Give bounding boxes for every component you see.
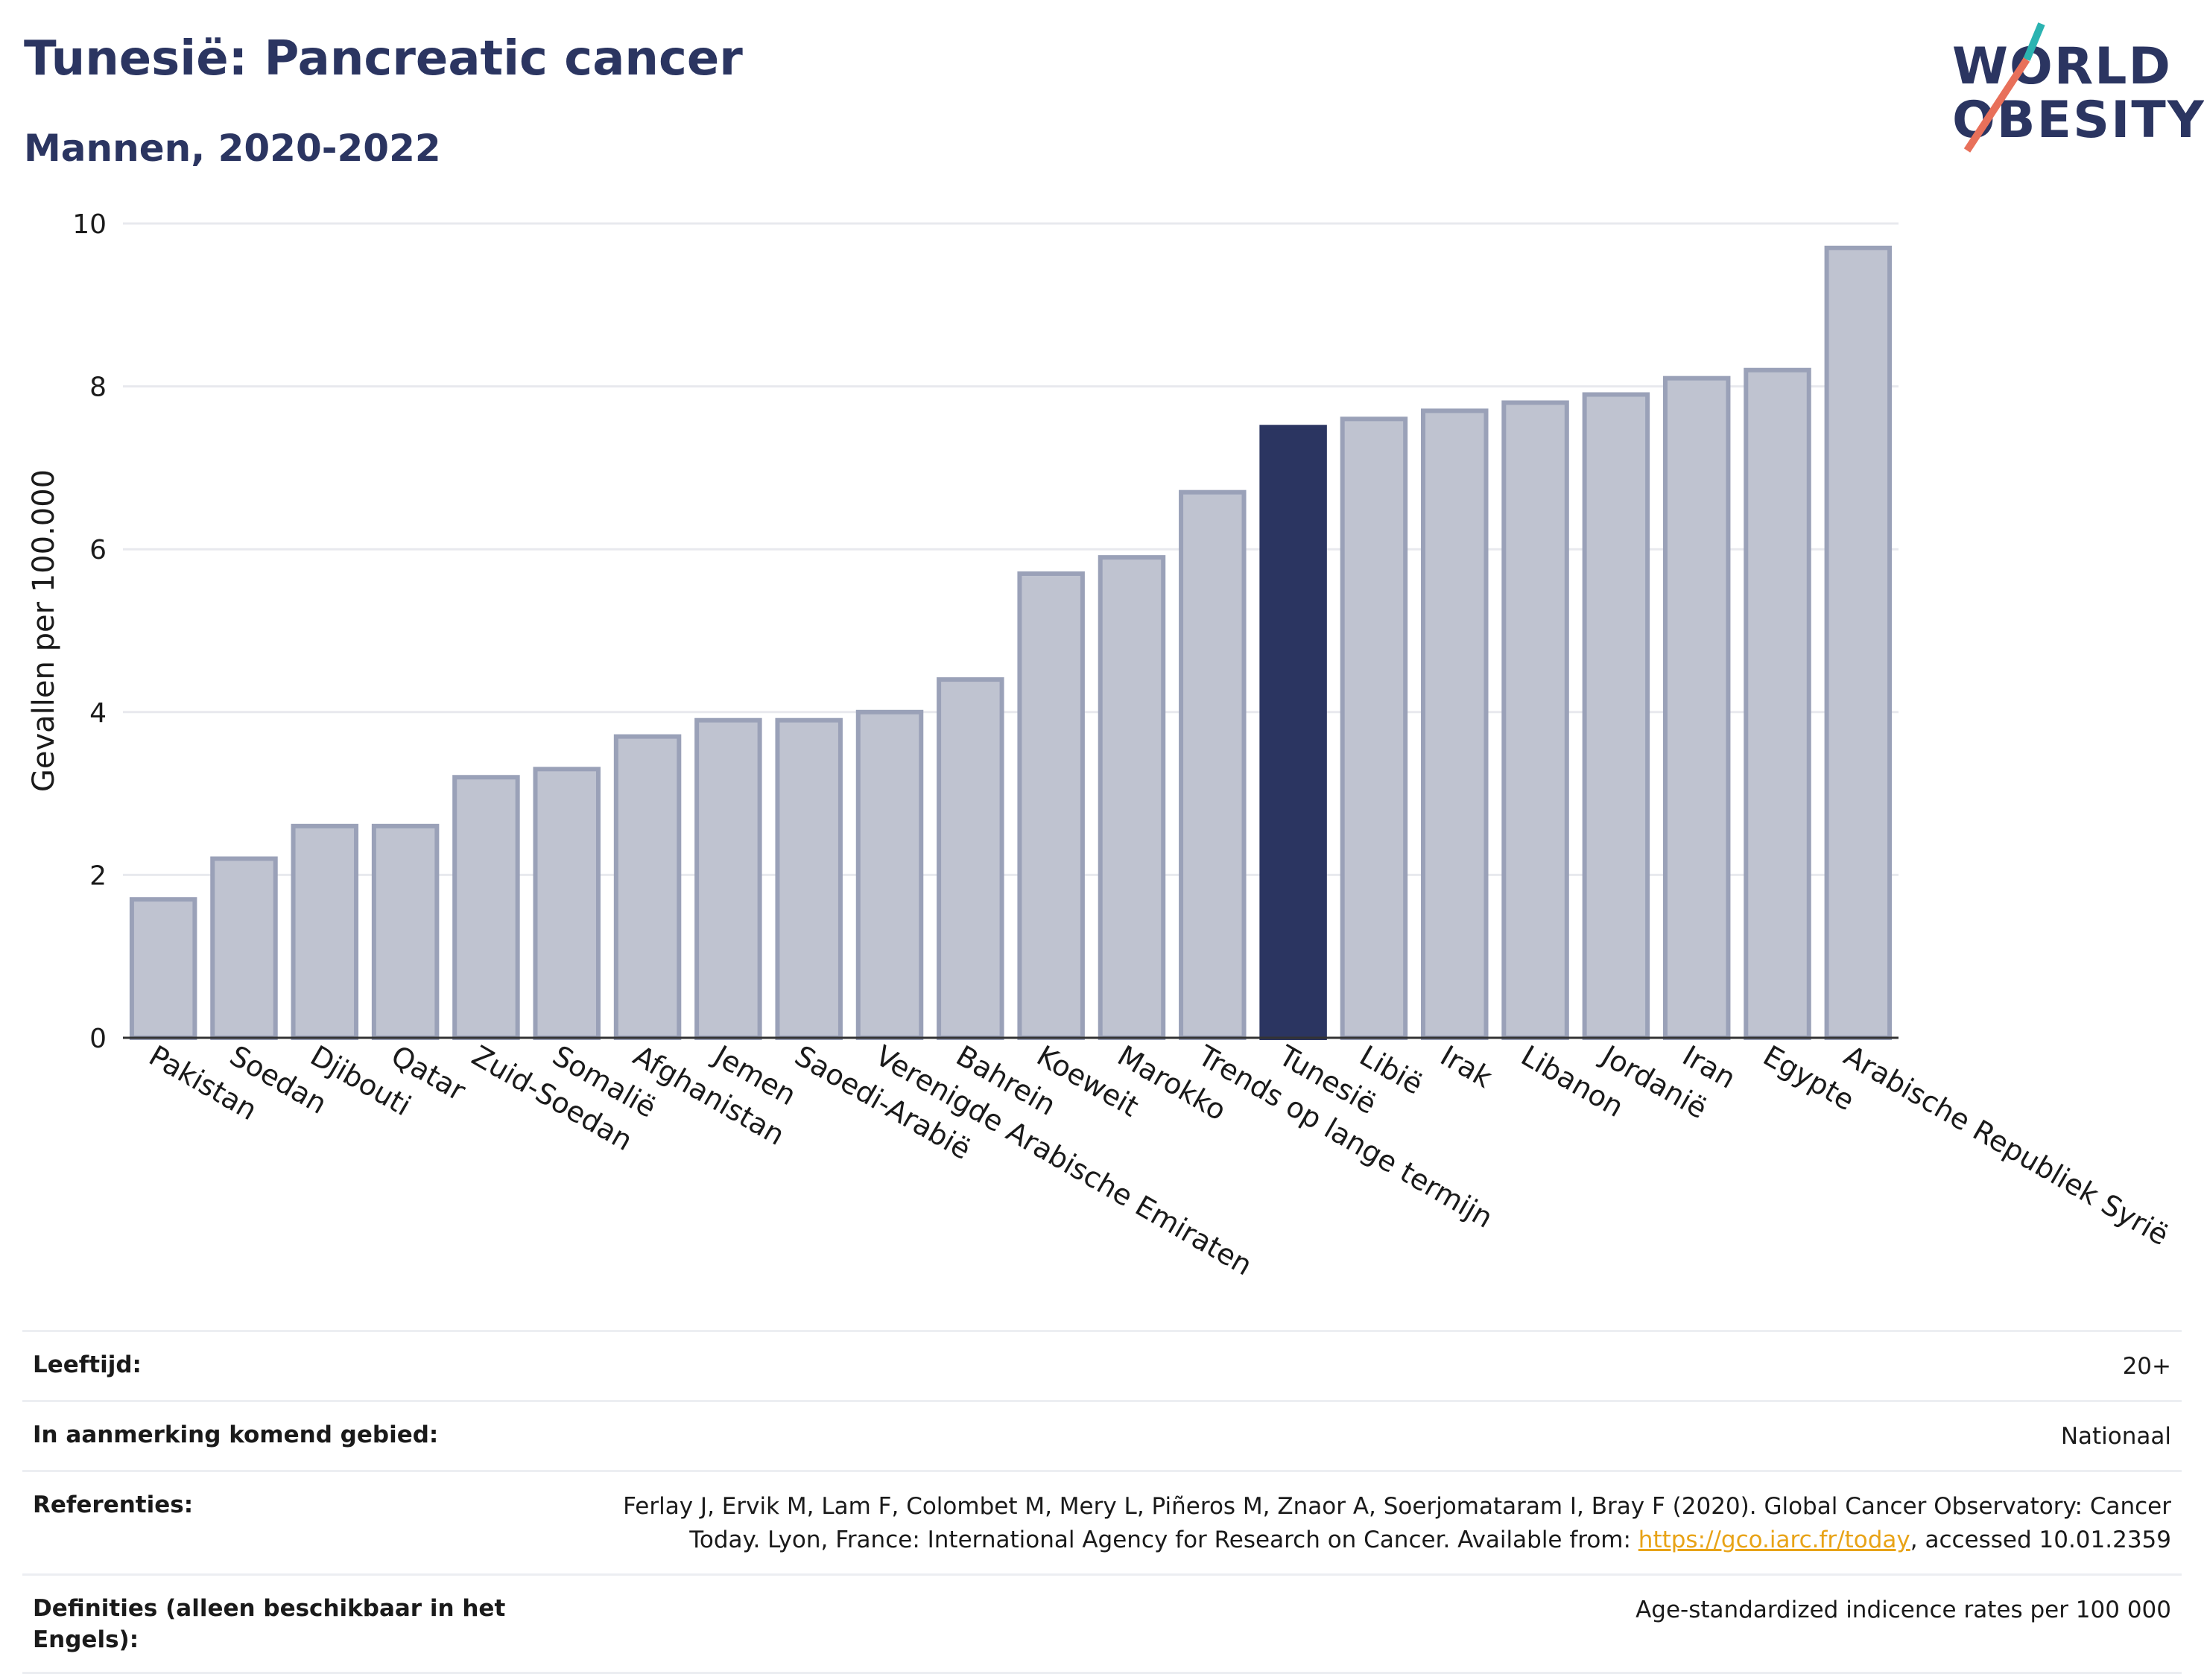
y-tick-label: 8 [89,373,107,403]
bar-arabische-republiek-syri- [1824,245,1893,1040]
y-tick-label: 4 [89,698,107,729]
reference-text: Ferlay J, Ervik M, Lam F, Colombet M, Me… [623,1492,2171,1553]
chart-title: Tunesië: Pancreatic cancer [24,31,743,86]
bar-bahrein [937,677,1004,1041]
info-row-age: Leeftijd: 20+ [22,1330,2182,1400]
bar-soedan [210,856,278,1040]
info-row-definitions: Definities (alleen beschikbaar in het En… [22,1573,2182,1675]
reference-accessed: , accessed 10.01.2359 [1910,1526,2171,1553]
info-value: Age-standardized indicence rates per 100… [1635,1596,2171,1623]
category-labels: PakistanSoedanDjiboutiQatarZuid-SoedanSo… [144,1039,2174,1282]
bar-pakistan [129,897,197,1040]
y-tick-label: 0 [89,1024,107,1054]
bar-zuid-soedan [452,775,520,1040]
reference-link[interactable]: https://gco.iarc.fr/today [1638,1526,1910,1553]
info-value: Ferlay J, Ervik M, Lam F, Colombet M, Me… [569,1490,2171,1557]
y-axis-title: Gevallen per 100.000 [27,469,61,792]
bar-irak [1421,408,1489,1040]
bar-djibouti [291,823,359,1040]
world-obesity-logo: WORLD OBESITY [1937,22,2204,164]
bar-qatar [371,823,440,1040]
info-label: Leeftijd: [33,1351,142,1378]
bar-libanon [1501,400,1569,1040]
info-row-area: In aanmerking komend gebied: Nationaal [22,1399,2182,1470]
bar-iran [1662,375,1731,1041]
x-tick-label: Egypte [1758,1039,1860,1118]
bar-verenigde-arabische-emiraten [855,709,924,1040]
logo-slash-icon [1963,22,2045,153]
bar-chart: 0 2 4 6 8 10 PakistanSoedanDjiboutiQatarZuid-… [27,209,2174,1282]
y-tick-label: 2 [89,860,107,891]
chart-subtitle: Mannen, 2020-2022 [24,127,441,170]
bar-afghanistan [613,734,682,1041]
bar-jemen [694,717,762,1040]
bar-tunesi- [1259,425,1327,1040]
bar-egypte [1744,367,1811,1041]
bar-marokko [1098,555,1166,1040]
bar-saoedi-arabi- [775,717,843,1040]
info-value: Nationaal [2060,1422,2171,1450]
bar-koeweit [1017,571,1085,1040]
bar-somali- [533,767,601,1040]
info-value: 20+ [2122,1353,2171,1380]
logo-line-2: OBESITY [1952,91,2204,150]
bar-trends-op-lange-termijn [1179,489,1247,1040]
x-tick-label: Arabische Republiek Syrië [1838,1039,2174,1252]
info-table: Leeftijd: 20+ In aanmerking komend gebie… [22,1330,2182,1675]
y-tick-label: 6 [89,535,107,565]
info-label: Referenties: [33,1491,194,1518]
bar-libi- [1340,416,1408,1040]
logo-line-1: WORLD [1952,37,2172,96]
info-row-references: Referenties: Ferlay J, Ervik M, Lam F, C… [22,1469,2182,1573]
bars [129,245,1893,1041]
x-tick-label: Irak [1435,1039,1498,1094]
y-tick-label: 10 [72,209,107,240]
info-label: In aanmerking komend gebied: [33,1421,439,1448]
bar-jordani- [1582,392,1650,1040]
info-label: Definities (alleen beschikbaar in het En… [33,1594,506,1653]
